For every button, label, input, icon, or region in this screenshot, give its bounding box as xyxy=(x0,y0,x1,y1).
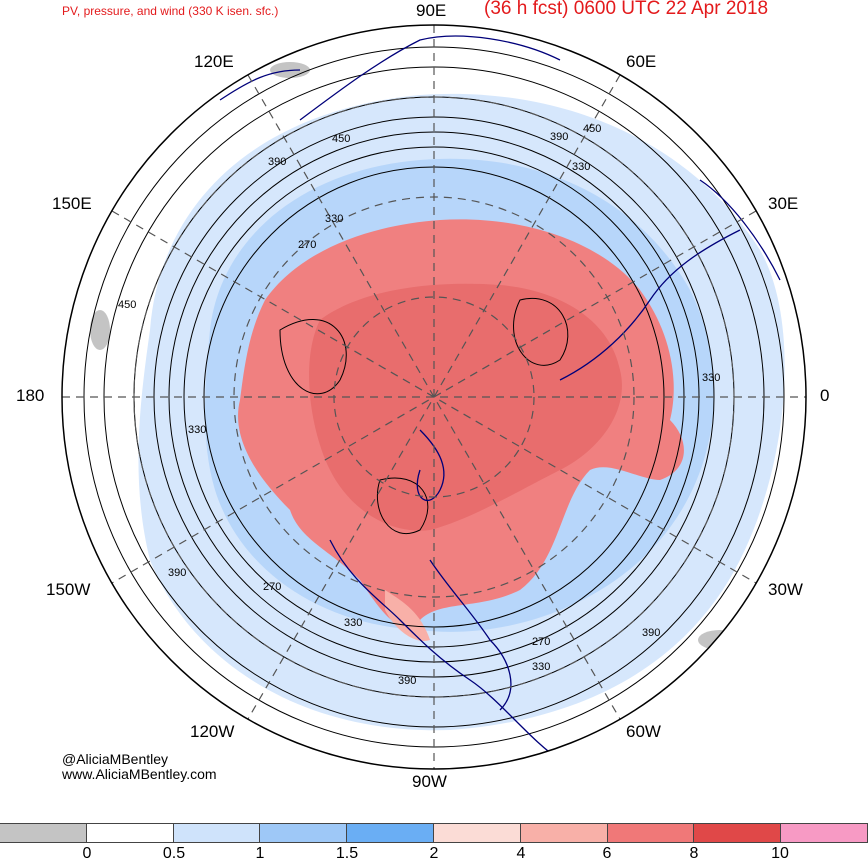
contour-label: 330 xyxy=(188,424,206,436)
colorbar-tick-label: 10 xyxy=(771,845,789,862)
colorbar xyxy=(0,823,868,843)
credit-handle: @AliciaMBentley xyxy=(62,751,169,767)
coastline xyxy=(699,179,781,281)
colorbar-tick-label: 8 xyxy=(689,845,699,862)
coastline xyxy=(219,69,301,101)
coastline xyxy=(559,229,741,381)
colorbar-swatch xyxy=(432,823,521,843)
colorbar-swatch xyxy=(0,823,87,843)
colorbar-swatch xyxy=(259,823,348,843)
colorbar-swatch xyxy=(606,823,695,843)
lon-label-60E: 60E xyxy=(626,52,657,71)
contour-label: 450 xyxy=(118,299,136,311)
lon-label-120E: 120E xyxy=(194,52,234,71)
colorbar-tick-label: 2 xyxy=(429,845,439,862)
contour-label: 450 xyxy=(332,133,350,145)
lon-label-90E: 90E xyxy=(416,1,447,20)
contour-label: 450 xyxy=(583,123,601,135)
coastline xyxy=(416,429,445,502)
contour-label: 390 xyxy=(642,627,660,639)
coastline xyxy=(299,35,561,121)
map-border xyxy=(61,24,807,770)
polar-map: 450 390 330 450 390 330 270 450 330 330 … xyxy=(61,24,807,770)
lon-label-120W: 120W xyxy=(190,722,235,741)
graticule-line xyxy=(133,96,735,698)
credit-site: www.AliciaMBentley.com xyxy=(62,766,217,782)
colorbar-swatch xyxy=(519,823,608,843)
pv-core-red-inner xyxy=(309,283,622,531)
lon-label-150W: 150W xyxy=(46,580,91,599)
colorbar-tick-label: 4 xyxy=(516,845,526,862)
contour-label: 270 xyxy=(298,239,316,251)
colorbar-swatch xyxy=(346,823,434,843)
contour-label: 330 xyxy=(532,661,550,673)
grey-patch xyxy=(90,310,110,350)
colorbar-swatch xyxy=(780,823,868,843)
contour-label: 390 xyxy=(268,156,286,168)
contour-label: 330 xyxy=(325,213,343,225)
contour-label: 390 xyxy=(398,675,416,687)
contour-line xyxy=(279,319,347,395)
lon-label-30W: 30W xyxy=(768,580,803,599)
colorbar-tick-label: 1.5 xyxy=(335,845,359,862)
pv-pink-fringe xyxy=(385,590,430,641)
map-subtitle: PV, pressure, and wind (330 K isen. sfc.… xyxy=(62,4,279,18)
contour-line xyxy=(513,298,569,366)
graticule-line xyxy=(111,210,757,584)
lon-label-30E: 30E xyxy=(768,194,799,213)
lon-label-150E: 150E xyxy=(52,194,92,213)
graticule-line xyxy=(333,296,535,498)
map-title: (36 h fcst) 0600 UTC 22 Apr 2018 xyxy=(484,0,769,19)
colorbar-tick-label: 1 xyxy=(255,845,265,862)
colorbar-tick-label: 6 xyxy=(602,845,612,862)
lon-label-60W: 60W xyxy=(626,722,661,741)
graticule-line xyxy=(233,196,635,598)
contour-label: 330 xyxy=(344,617,362,629)
colorbar-swatch xyxy=(172,823,261,843)
lon-label-180: 180 xyxy=(16,386,45,405)
contour-label: 330 xyxy=(702,372,720,384)
lon-label-90W: 90W xyxy=(412,772,447,791)
contour-label: 390 xyxy=(168,567,186,579)
contour-label: 390 xyxy=(550,131,568,143)
contour-label: 330 xyxy=(572,161,590,173)
coastline xyxy=(329,539,561,761)
coastline xyxy=(429,559,512,711)
lon-label-0: 0 xyxy=(820,386,830,405)
grey-patch xyxy=(698,630,742,650)
colorbar-tick-label: 0 xyxy=(82,845,92,862)
contour-label: 270 xyxy=(532,636,550,648)
contour-line xyxy=(376,477,429,535)
contour-label: 270 xyxy=(263,581,281,593)
colorbar-tick-label: 0.5 xyxy=(162,845,186,862)
colorbar-swatch xyxy=(693,823,782,843)
colorbar-swatch xyxy=(85,823,174,843)
